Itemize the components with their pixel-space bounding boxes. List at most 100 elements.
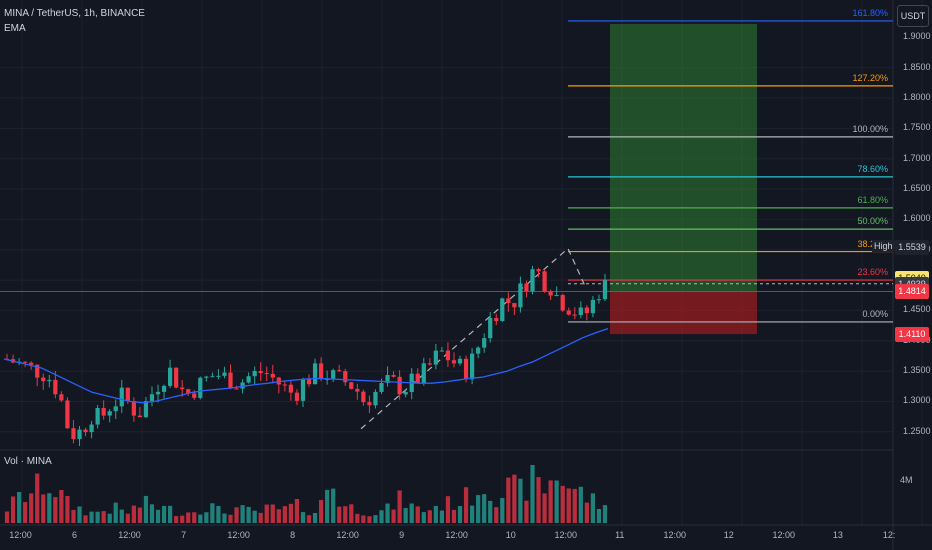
- trend-line: [360, 247, 586, 430]
- candle-down: [288, 384, 294, 393]
- candle-up: [216, 375, 221, 377]
- price-axis-label: 1.9000: [903, 31, 931, 42]
- volume-bar-up: [143, 495, 149, 523]
- volume-bar-down: [270, 504, 275, 523]
- candle-down: [53, 379, 58, 395]
- candle-up: [222, 372, 227, 376]
- candle-down: [137, 415, 143, 418]
- volume-bar-up: [518, 478, 523, 523]
- candle-up: [457, 358, 463, 364]
- symbol-title[interactable]: MINA / TetherUS, 1h, BINANCE: [4, 8, 145, 19]
- time-axis-label: 10: [505, 530, 516, 540]
- time-axis-label: 13: [832, 530, 843, 540]
- volume-bar-up: [373, 515, 378, 523]
- candle-up: [379, 383, 384, 392]
- volume-bar-down: [584, 502, 589, 523]
- candle-up: [482, 338, 487, 348]
- volume-bar-up: [421, 512, 426, 523]
- price-tag[interactable]: 1.5539: [895, 240, 929, 256]
- volume-bar-down: [186, 512, 191, 523]
- volume-bar-up: [596, 508, 602, 523]
- candle-down: [180, 387, 185, 390]
- candle-down: [566, 310, 571, 315]
- volume-bar-down: [367, 516, 372, 523]
- volume-bar-up: [602, 505, 608, 523]
- volume-bar-down: [65, 496, 70, 523]
- candle-down: [391, 375, 396, 377]
- price-axis-label: 1.8000: [903, 92, 931, 102]
- price-tag[interactable]: 1.4814: [895, 284, 929, 300]
- candle-down: [506, 298, 511, 304]
- volume-bar-down: [494, 507, 499, 523]
- candle-up: [602, 280, 608, 300]
- currency-button[interactable]: USDT: [897, 5, 929, 27]
- candle-up: [385, 375, 390, 384]
- stop-zone: [610, 291, 757, 335]
- candle-up: [149, 394, 155, 401]
- volume-axis-label: 4M: [900, 475, 913, 485]
- candle-up: [252, 371, 257, 377]
- volume-bar-up: [500, 497, 505, 523]
- candle-down: [451, 360, 457, 364]
- candle-up: [161, 385, 167, 392]
- time-axis-label: 12:00: [663, 530, 687, 540]
- candle-up: [155, 391, 161, 395]
- candle-up: [300, 379, 306, 401]
- ema-indicator-label[interactable]: EMA: [4, 23, 26, 34]
- volume-bar-up: [89, 511, 94, 523]
- volume-bar-down: [572, 488, 577, 523]
- volume-bar-down: [83, 515, 88, 523]
- volume-bar-up: [155, 509, 161, 523]
- volume-bar-up: [530, 464, 535, 523]
- candle-down: [65, 400, 70, 429]
- volume-bar-up: [95, 511, 100, 523]
- candle-up: [476, 347, 481, 354]
- volume-bar-up: [161, 505, 167, 523]
- volume-bar-down: [264, 504, 269, 523]
- volume-bar-down: [361, 515, 366, 523]
- volume-bar-down: [174, 516, 179, 523]
- volume-bar-down: [59, 490, 64, 523]
- volume-bar-up: [240, 505, 245, 523]
- candle-down: [71, 428, 76, 440]
- volume-bar-up: [252, 510, 257, 523]
- candle-up: [204, 376, 209, 378]
- candle-down: [445, 350, 451, 361]
- volume-bar-down: [23, 502, 28, 523]
- candle-down: [584, 307, 589, 314]
- volume-bar-up: [325, 489, 330, 523]
- volume-bar-up: [379, 510, 384, 523]
- ema-line: [3, 327, 609, 404]
- candle-up: [488, 318, 493, 339]
- price-axis-label: 1.3000: [903, 395, 931, 406]
- volume-bar-down: [355, 513, 360, 523]
- volume-bar-down: [397, 490, 402, 523]
- volume-bar-down: [35, 473, 40, 523]
- candle-down: [355, 388, 360, 392]
- volume-bar-down: [53, 497, 58, 523]
- volume-bar-up: [312, 512, 318, 523]
- volume-bar-up: [476, 495, 481, 523]
- time-axis-label: 6: [72, 530, 78, 540]
- volume-bar-up: [331, 488, 336, 523]
- volume-indicator-label[interactable]: Vol · MINA: [4, 456, 52, 467]
- time-axis-label: 12:00: [9, 530, 32, 540]
- candle-up: [119, 387, 124, 407]
- volume-bar-down: [566, 488, 571, 523]
- price-axis-label: 1.7000: [903, 152, 931, 163]
- candle-up: [246, 376, 251, 383]
- fib-label: 50.00%: [857, 216, 888, 227]
- volume-bar-up: [488, 500, 493, 523]
- volume-bar-up: [433, 505, 438, 523]
- candle-down: [258, 371, 263, 373]
- candle-down: [282, 384, 287, 386]
- volume-bar-up: [590, 493, 596, 523]
- time-axis-label: 7: [181, 530, 187, 540]
- candle-down: [572, 314, 577, 316]
- candle-down: [41, 377, 46, 382]
- price-tag[interactable]: 1.4110: [895, 327, 929, 343]
- candle-up: [89, 424, 94, 433]
- candle-up: [554, 294, 559, 296]
- time-axis-label: 12:00: [227, 530, 250, 540]
